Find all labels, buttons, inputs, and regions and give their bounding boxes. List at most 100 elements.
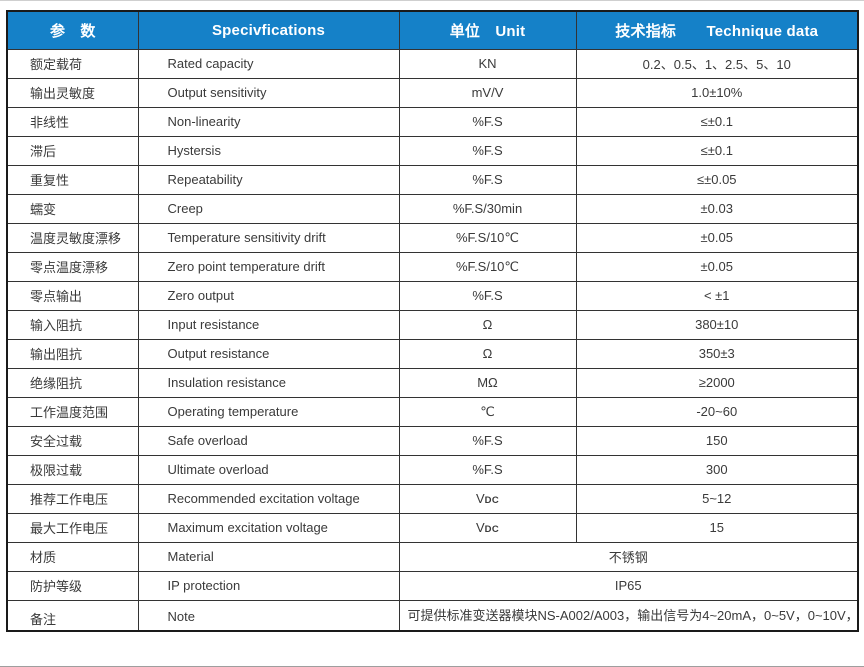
param-cell: 最大工作电压 [6,512,139,543]
note-text-cell: 可提供标准变送器模块NS-A002/A003，输出信号为4~20mA，0~5V，… [398,599,859,631]
unit-cell: %F.S [398,164,577,195]
param-cell: 备注 [6,599,139,631]
spec-cell: Note [137,599,400,631]
param-cell: 推荐工作电压 [6,483,139,514]
unit-cell: %F.S [398,135,577,166]
spec-cell: Output resistance [137,338,400,369]
param-cell: 输入阻抗 [6,309,139,340]
spec-cell: Rated capacity [137,48,400,79]
table-row-creep: 蠕变 Creep %F.S/30min ±0.03 [6,193,859,224]
data-cell: ≥2000 [575,367,859,398]
param-cell: 滞后 [6,135,139,166]
table-row-ultimate-overload: 极限过载 Ultimate overload %F.S 300 [6,454,859,485]
table-row-maximum-excitation-voltage: 最大工作电压 Maximum excitation voltage VDC 15 [6,512,859,543]
spec-cell: Non-linearity [137,106,400,137]
unit-cell: %F.S [398,425,577,456]
param-cell: 输出阻抗 [6,338,139,369]
header-parameter: 参 数 [6,10,139,50]
table-header-row: 参 数 Specivfications 单位 Unit 技术指标 Techniq… [6,10,859,50]
table-row-rated-capacity: 额定载荷 Rated capacity KN 0.2、0.5、1、2.5、5、1… [6,48,859,79]
table-row-hysteresis: 滞后 Hystersis %F.S ≤±0.1 [6,135,859,166]
spec-cell: Safe overload [137,425,400,456]
unit-cell: %F.S [398,454,577,485]
spec-cell: Input resistance [137,309,400,340]
unit-cell: mV/V [398,77,577,108]
table-row-recommended-excitation-voltage: 推荐工作电压 Recommended excitation voltage VD… [6,483,859,514]
table-row-ip-protection: 防护等级 IP protection IP65 [6,570,859,601]
param-cell: 绝缘阻抗 [6,367,139,398]
data-cell: -20~60 [575,396,859,427]
data-cell: ±0.05 [575,222,859,253]
spec-cell: Operating temperature [137,396,400,427]
table-row-zero-output: 零点输出 Zero output %F.S < ±1 [6,280,859,311]
specifications-table: 参 数 Specivfications 单位 Unit 技术指标 Techniq… [6,10,859,632]
param-cell: 安全过载 [6,425,139,456]
unit-cell: %F.S [398,280,577,311]
merged-data-cell: 不锈钢 [398,541,859,572]
data-cell: 350±3 [575,338,859,369]
data-cell: 15 [575,512,859,543]
unit-cell: ℃ [398,396,577,427]
header-unit: 单位 Unit [398,10,577,50]
unit-cell: KN [398,48,577,79]
unit-cell: Ω [398,309,577,340]
unit-cell: Ω [398,338,577,369]
table-row-material: 材质 Material 不锈钢 [6,541,859,572]
param-cell: 零点温度漂移 [6,251,139,282]
unit-dc-subscript: DC [484,495,499,506]
spec-cell: Zero point temperature drift [137,251,400,282]
data-cell: < ±1 [575,280,859,311]
table-row-insulation-resistance: 绝缘阻抗 Insulation resistance MΩ ≥2000 [6,367,859,398]
data-cell: ±0.05 [575,251,859,282]
param-cell: 极限过载 [6,454,139,485]
param-cell: 温度灵敏度漂移 [6,222,139,253]
spec-cell: Hystersis [137,135,400,166]
param-cell: 材质 [6,541,139,572]
table-row-non-linearity: 非线性 Non-linearity %F.S ≤±0.1 [6,106,859,137]
unit-cell: %F.S/10℃ [398,222,577,253]
unit-cell: %F.S [398,106,577,137]
table-row-note: 备注 Note 可提供标准变送器模块NS-A002/A003，输出信号为4~20… [6,599,859,631]
header-technique-data: 技术指标 Technique data [575,10,859,50]
spec-cell: IP protection [137,570,400,601]
data-cell: 0.2、0.5、1、2.5、5、10 [575,48,859,79]
unit-cell: MΩ [398,367,577,398]
data-cell: ≤±0.05 [575,164,859,195]
merged-data-cell: IP65 [398,570,859,601]
param-cell: 工作温度范围 [6,396,139,427]
unit-cell: %F.S/30min [398,193,577,224]
spec-cell: Material [137,541,400,572]
spec-cell: Creep [137,193,400,224]
spec-cell: Insulation resistance [137,367,400,398]
spec-cell: Zero output [137,280,400,311]
table-row-operating-temperature: 工作温度范围 Operating temperature ℃ -20~60 [6,396,859,427]
data-cell: 380±10 [575,309,859,340]
data-cell: 1.0±10% [575,77,859,108]
spec-cell: Output sensitivity [137,77,400,108]
param-cell: 重复性 [6,164,139,195]
unit-dc-subscript: DC [484,524,499,535]
table-row-zero-point-temperature-drift: 零点温度漂移 Zero point temperature drift %F.S… [6,251,859,282]
param-cell: 非线性 [6,106,139,137]
spec-cell: Maximum excitation voltage [137,512,400,543]
data-cell: ≤±0.1 [575,106,859,137]
unit-cell: VDC [398,483,577,514]
unit-cell: VDC [398,512,577,543]
param-cell: 输出灵敏度 [6,77,139,108]
data-cell: 5~12 [575,483,859,514]
param-cell: 防护等级 [6,570,139,601]
data-cell: ≤±0.1 [575,135,859,166]
param-cell: 额定载荷 [6,48,139,79]
data-cell: ±0.03 [575,193,859,224]
unit-volt: V [476,520,485,535]
table-row-output-sensitivity: 输出灵敏度 Output sensitivity mV/V 1.0±10% [6,77,859,108]
table-row-input-resistance: 输入阻抗 Input resistance Ω 380±10 [6,309,859,340]
spec-cell: Recommended excitation voltage [137,483,400,514]
spec-cell: Temperature sensitivity drift [137,222,400,253]
unit-volt: V [476,491,485,506]
unit-cell: %F.S/10℃ [398,251,577,282]
table-row-output-resistance: 输出阻抗 Output resistance Ω 350±3 [6,338,859,369]
spec-cell: Repeatability [137,164,400,195]
header-specifications: Specivfications [137,10,400,50]
